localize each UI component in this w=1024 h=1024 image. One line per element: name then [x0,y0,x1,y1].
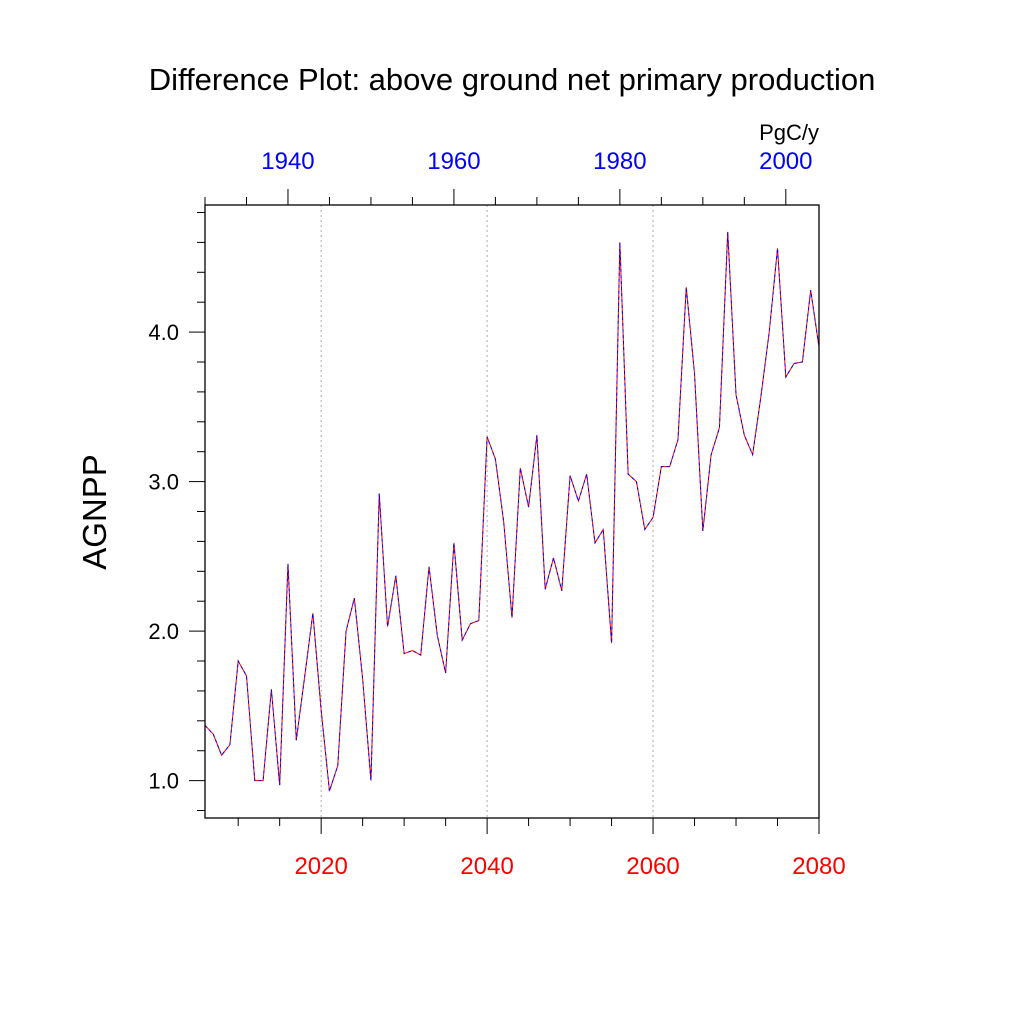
series-line-blue-series [204,231,820,792]
units-label: PgC/y [759,120,819,145]
x-bottom-tick-label-2020: 2020 [294,853,347,880]
plot-frame [204,204,820,819]
y-tick-label-2: 2.0 [148,619,179,644]
axes [189,189,820,834]
x-bottom-tick-label-2060: 2060 [626,853,679,880]
x-top-tick-label-1980: 1980 [593,148,646,175]
x-bottom-tick-label-2080: 2080 [792,853,845,880]
y-axis-label: AGNPP [76,454,113,570]
x-bottom-tick-label-2040: 2040 [460,853,513,880]
y-tick-label-4: 4.0 [148,320,179,345]
series-line-red-series [204,231,820,792]
y-tick-label-3: 3.0 [148,470,179,495]
x-top-tick-label-2000: 2000 [759,148,812,175]
chart-title: Difference Plot: above ground net primar… [149,62,876,97]
x-top-tick-label-1940: 1940 [261,148,314,175]
y-tick-label-1: 1.0 [148,769,179,794]
tick-labels: 2020 2040 2060 2080 1940 1960 1980 2000 1.0 2.0 3.… [148,148,845,880]
plot-series [204,231,820,792]
gridlines [320,205,654,818]
x-top-tick-label-1960: 1960 [427,148,480,175]
